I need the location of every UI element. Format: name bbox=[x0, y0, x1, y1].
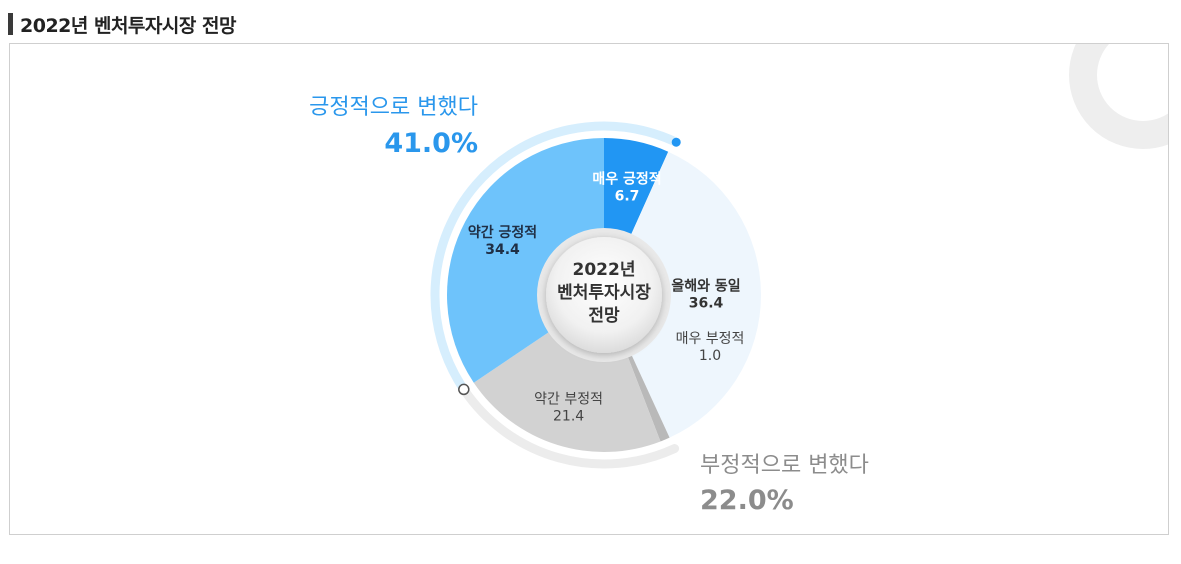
decor-ring bbox=[1069, 44, 1168, 149]
positive-group-arc bbox=[430, 121, 681, 394]
slice-slightly-positive bbox=[447, 138, 604, 383]
slice-very-positive-value: 6.7 bbox=[615, 188, 640, 204]
center-label-line2: 벤처투자시장 bbox=[557, 283, 651, 303]
chart-panel: 매우 긍정적 6.7 올해와 동일 36.4 매우 부정적 1.0 약간 부정적 21.4 약간… bbox=[9, 43, 1169, 535]
slice-very-negative-label: 매우 부정적 bbox=[676, 331, 745, 347]
negative-arc-end-dot bbox=[458, 383, 470, 396]
center-label-line3: 전망 bbox=[588, 306, 620, 326]
negative-group-arc bbox=[459, 384, 680, 469]
center-badge: 2022년 벤처투자시장 전망 bbox=[537, 228, 671, 362]
slice-same-value: 36.4 bbox=[689, 296, 724, 312]
slice-same-label: 올해와 동일 bbox=[671, 278, 740, 295]
slice-slightly-negative-label: 약간 부정적 bbox=[534, 392, 603, 408]
slice-very-negative-value: 1.0 bbox=[699, 348, 721, 364]
slice-slightly-positive-value: 34.4 bbox=[485, 242, 520, 258]
slice-very-positive-label: 매우 긍정적 bbox=[592, 170, 661, 187]
slice-same bbox=[604, 151, 762, 438]
positive-group-label: 긍정적으로 변했다 bbox=[309, 95, 478, 120]
negative-group-value: 22.0% bbox=[700, 485, 794, 516]
page-title-text: 2022년 벤처투자시장 전망 bbox=[20, 14, 236, 37]
page-title: 2022년 벤처투자시장 전망 bbox=[8, 10, 236, 38]
positive-group-value: 41.0% bbox=[384, 128, 478, 159]
slice-slightly-negative-value: 21.4 bbox=[553, 409, 584, 425]
center-label-line1: 2022년 bbox=[573, 260, 636, 280]
negative-group-label: 부정적으로 변했다 bbox=[700, 453, 869, 478]
positive-arc-end-dot bbox=[671, 137, 681, 147]
title-marker bbox=[8, 13, 13, 35]
slice-slightly-positive-label: 약간 긍정적 bbox=[468, 224, 537, 241]
